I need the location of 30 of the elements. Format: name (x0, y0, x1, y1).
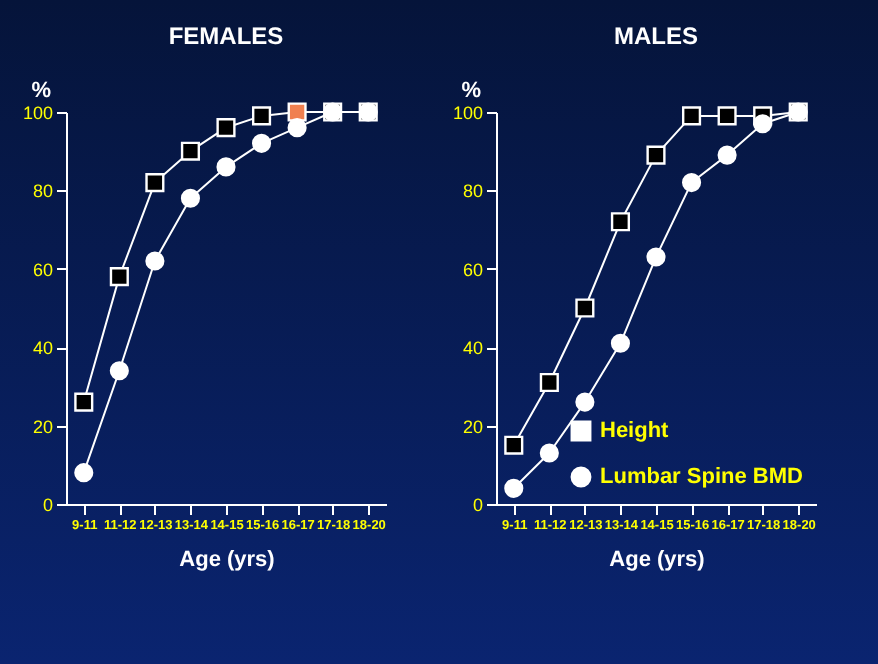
y-tick-label: 100 (22, 103, 53, 123)
legend-label: Height (600, 419, 670, 443)
point (539, 372, 559, 393)
point (180, 188, 201, 208)
y-tick-label: 0 (42, 495, 53, 515)
y-tick-label: 20 (32, 416, 53, 437)
chart-title: FEMALES (168, 22, 284, 50)
chart-title: MALES (614, 22, 698, 50)
y-tick-label: 40 (462, 338, 483, 359)
y-tick-label: 40 (32, 338, 53, 359)
point (610, 333, 631, 353)
y-tick-label: 60 (32, 259, 53, 280)
y-tick-label: 100 (452, 103, 483, 123)
y-tick-label: 80 (32, 181, 53, 202)
point (681, 173, 702, 193)
point (251, 133, 272, 153)
legend-label: Lumbar Spine BMD (600, 465, 804, 489)
y-tick-label: 20 (462, 416, 483, 437)
y-tick-label: 80 (462, 181, 483, 202)
x-axis-title: Age (yrs) (179, 548, 276, 572)
y-axis-title: % (31, 79, 52, 103)
y-tick-label: 0 (472, 495, 483, 515)
point (610, 212, 631, 232)
y-tick-label: 60 (462, 259, 483, 280)
point (180, 141, 201, 161)
point (145, 172, 165, 193)
point (681, 106, 702, 126)
x-axis-title: Age (yrs) (609, 548, 706, 572)
y-axis-title: % (461, 79, 482, 103)
point (251, 106, 272, 126)
